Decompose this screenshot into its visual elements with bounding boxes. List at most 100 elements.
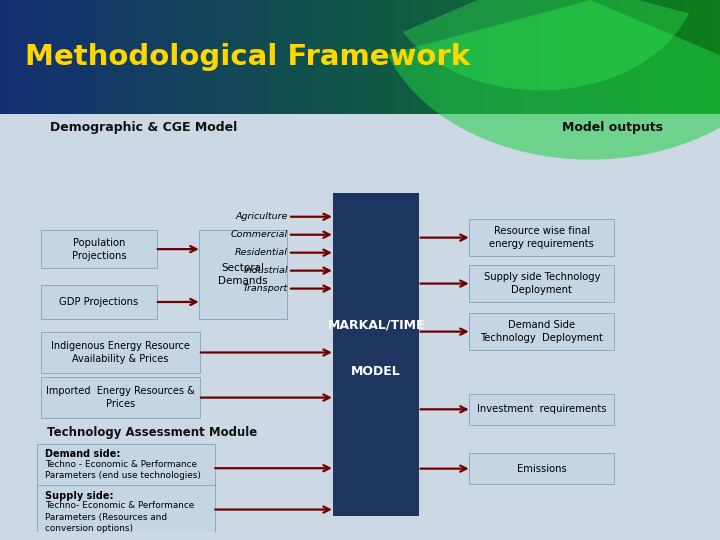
Text: Techno - Economic & Performance
Parameters (end use technologies): Techno - Economic & Performance Paramete… — [45, 460, 201, 480]
Text: Demographic & CGE Model: Demographic & CGE Model — [50, 121, 238, 134]
Bar — [504, 0, 514, 114]
Bar — [36, 0, 46, 114]
Bar — [405, 0, 415, 114]
Bar — [126, 0, 137, 114]
FancyBboxPatch shape — [469, 219, 614, 256]
Bar — [495, 0, 505, 114]
Text: Sectoral
Demands: Sectoral Demands — [218, 263, 268, 286]
Bar — [540, 0, 550, 114]
Bar — [450, 0, 461, 114]
FancyBboxPatch shape — [41, 377, 200, 418]
Text: MODEL: MODEL — [351, 365, 401, 378]
Bar — [27, 0, 37, 114]
Bar — [234, 0, 245, 114]
Bar — [666, 0, 677, 114]
Text: GDP Projections: GDP Projections — [59, 297, 139, 307]
Text: Demand side:: Demand side: — [45, 449, 121, 459]
FancyBboxPatch shape — [199, 230, 287, 319]
Bar — [243, 0, 253, 114]
Bar — [198, 0, 209, 114]
Text: Demand Side
Technology  Deployment: Demand Side Technology Deployment — [480, 320, 603, 343]
Bar — [522, 0, 532, 114]
Bar — [612, 0, 622, 114]
FancyBboxPatch shape — [41, 332, 200, 373]
Bar — [423, 0, 433, 114]
Bar — [261, 0, 271, 114]
Text: Commercial: Commercial — [231, 230, 288, 239]
FancyBboxPatch shape — [469, 394, 614, 425]
FancyBboxPatch shape — [41, 285, 157, 319]
Bar — [369, 0, 379, 114]
Bar — [414, 0, 424, 114]
Bar — [351, 0, 361, 114]
FancyBboxPatch shape — [41, 230, 157, 268]
FancyBboxPatch shape — [469, 313, 614, 350]
Bar — [585, 0, 595, 114]
Bar — [279, 0, 289, 114]
Bar — [225, 0, 235, 114]
Text: Transport: Transport — [243, 284, 288, 293]
Bar — [513, 0, 523, 114]
Text: Investment  requirements: Investment requirements — [477, 404, 606, 414]
Bar — [639, 0, 649, 114]
Bar — [207, 0, 217, 114]
Bar — [594, 0, 604, 114]
Bar — [0, 114, 720, 532]
Bar — [531, 0, 541, 114]
Bar — [675, 0, 685, 114]
Bar — [603, 0, 613, 114]
Text: Agriculture: Agriculture — [235, 212, 288, 221]
Text: Supply side:: Supply side: — [45, 491, 114, 501]
Wedge shape — [387, 0, 720, 160]
Text: Residential: Residential — [235, 248, 288, 257]
Bar — [360, 0, 370, 114]
Bar — [99, 0, 109, 114]
Bar — [9, 0, 19, 114]
Bar — [387, 0, 397, 114]
Bar — [306, 0, 317, 114]
Bar — [486, 0, 497, 114]
Bar — [216, 0, 226, 114]
Bar — [441, 0, 451, 114]
Bar — [459, 0, 469, 114]
Bar — [549, 0, 559, 114]
Bar — [648, 0, 658, 114]
Wedge shape — [402, 0, 689, 91]
Bar — [252, 0, 262, 114]
Bar — [297, 0, 307, 114]
Bar — [81, 0, 91, 114]
Bar — [378, 0, 389, 114]
Bar — [162, 0, 173, 114]
Bar — [621, 0, 631, 114]
Bar — [135, 0, 145, 114]
Bar — [72, 0, 82, 114]
Bar — [144, 0, 154, 114]
Bar — [54, 0, 65, 114]
Bar — [711, 0, 720, 114]
Bar — [342, 0, 353, 114]
Bar — [270, 0, 281, 114]
Bar — [108, 0, 119, 114]
FancyBboxPatch shape — [37, 485, 215, 534]
Text: Resource wise final
energy requirements: Resource wise final energy requirements — [490, 226, 594, 249]
Bar — [684, 0, 694, 114]
Text: Emissions: Emissions — [517, 464, 567, 474]
Bar — [630, 0, 641, 114]
Text: Industrial: Industrial — [243, 266, 288, 275]
FancyBboxPatch shape — [469, 453, 614, 484]
FancyBboxPatch shape — [333, 193, 419, 516]
Bar — [567, 0, 577, 114]
Text: Supply side Technology
Deployment: Supply side Technology Deployment — [484, 272, 600, 295]
Text: Methodological Framework: Methodological Framework — [25, 43, 470, 71]
Text: Techno- Economic & Performance
Parameters (Resources and
conversion options): Techno- Economic & Performance Parameter… — [45, 501, 194, 534]
Bar — [189, 0, 199, 114]
Bar — [396, 0, 407, 114]
Bar — [18, 0, 29, 114]
Bar — [702, 0, 712, 114]
Bar — [0, 0, 11, 114]
Text: Technology Assessment Module: Technology Assessment Module — [47, 426, 257, 439]
Bar — [180, 0, 190, 114]
Bar — [45, 0, 55, 114]
Bar — [333, 0, 343, 114]
Bar — [315, 0, 325, 114]
